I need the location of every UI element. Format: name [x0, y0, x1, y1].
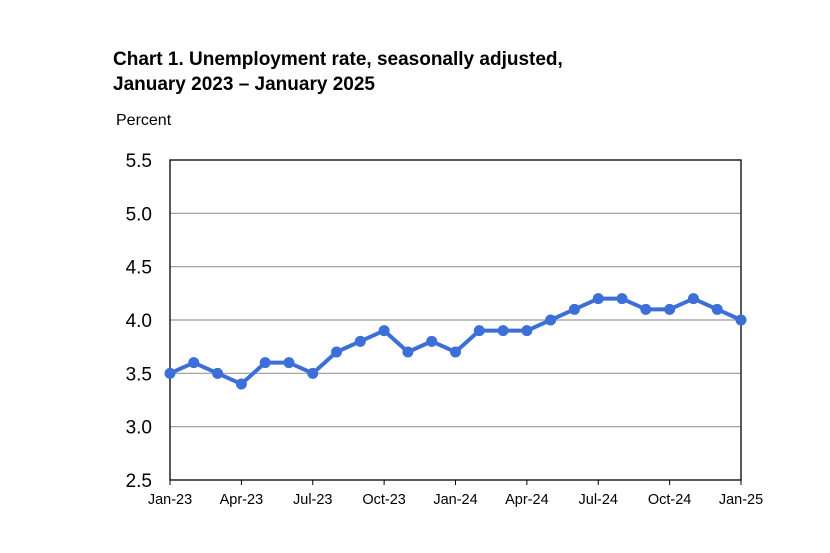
data-point	[592, 293, 604, 305]
data-point	[521, 325, 533, 337]
y-tick-label: 4.0	[126, 311, 152, 332]
data-point	[235, 378, 247, 390]
x-tick-label: Jan-24	[433, 492, 477, 508]
y-tick-label: 2.5	[126, 471, 152, 492]
x-tick-label: Jul-24	[579, 492, 619, 508]
data-point	[259, 357, 271, 369]
data-point	[354, 335, 366, 347]
data-point	[687, 293, 699, 305]
data-point	[188, 357, 200, 369]
y-tick-label: 5.5	[126, 151, 152, 172]
chart-title-line1: Chart 1. Unemployment rate, seasonally a…	[113, 49, 563, 70]
y-tick-label: 3.5	[126, 364, 152, 385]
data-point	[711, 303, 723, 315]
x-tick-label: Apr-24	[505, 492, 549, 508]
series-line	[169, 296, 742, 386]
data-point	[568, 303, 580, 315]
data-point	[378, 325, 390, 337]
y-tick-label: 3.0	[126, 418, 152, 439]
data-point	[402, 346, 414, 358]
chart-title: Chart 1. Unemployment rate, seasonally a…	[113, 47, 563, 97]
x-tick-label: Jul-23	[293, 492, 333, 508]
data-point	[545, 314, 557, 326]
x-tick-label: Jan-25	[719, 492, 763, 508]
y-tick-label: 4.5	[126, 258, 152, 279]
y-tick-label: 5.0	[126, 204, 152, 225]
x-tick-label: Oct-23	[362, 492, 406, 508]
data-point	[331, 346, 343, 358]
data-point	[307, 367, 319, 379]
data-point	[212, 367, 224, 379]
data-point	[497, 325, 509, 337]
data-point	[735, 314, 747, 326]
data-point	[450, 346, 461, 358]
data-point	[426, 335, 438, 347]
x-tick-label: Apr-23	[220, 492, 264, 508]
y-axis-label: Percent	[116, 112, 172, 129]
data-point	[616, 293, 628, 305]
data-point	[664, 303, 676, 315]
data-point	[164, 367, 176, 379]
data-point	[283, 357, 295, 369]
data-point	[473, 325, 485, 337]
x-tick-label: Jan-23	[148, 492, 192, 508]
data-point	[640, 303, 652, 315]
chart-title-line2: January 2023 – January 2025	[113, 74, 375, 95]
x-tick-label: Oct-24	[648, 492, 692, 508]
